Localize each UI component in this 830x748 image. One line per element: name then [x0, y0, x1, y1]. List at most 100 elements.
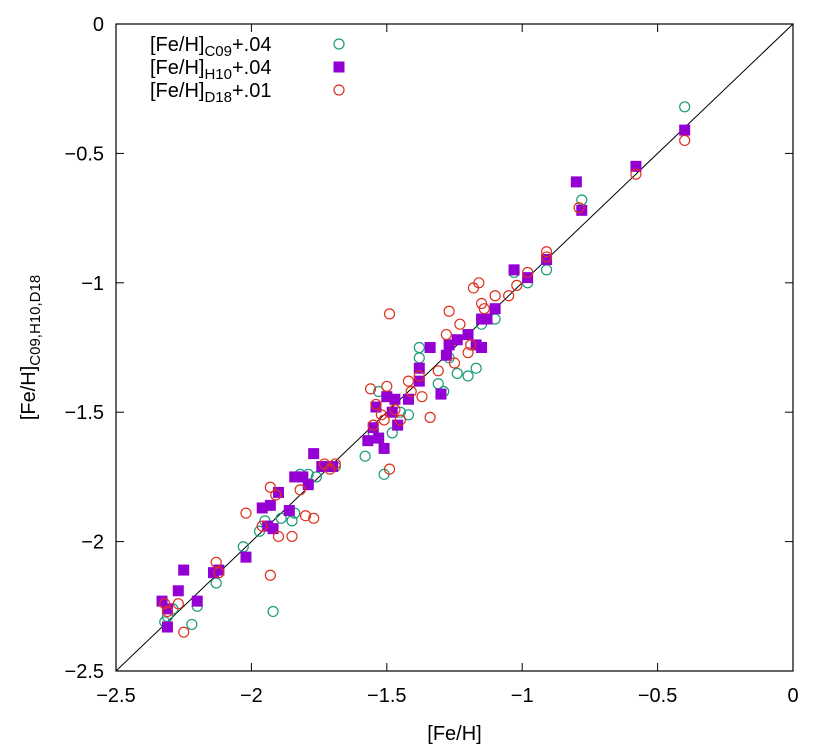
y-axis-label-base: [Fe/H]	[18, 366, 40, 420]
data-point	[186, 618, 198, 631]
data-points	[156, 101, 691, 638]
data-point	[465, 339, 477, 351]
data-point	[308, 448, 320, 460]
data-point	[213, 564, 225, 576]
data-point	[240, 551, 252, 563]
data-point	[570, 176, 582, 188]
data-point	[440, 349, 452, 361]
data-point	[359, 450, 371, 462]
data-point	[679, 124, 691, 136]
data-point	[383, 308, 396, 320]
x-tick-label: −1.5	[367, 685, 406, 707]
data-point	[370, 401, 382, 413]
data-point	[503, 290, 515, 302]
data-point	[413, 352, 425, 364]
data-point	[679, 134, 691, 147]
legend-label-subscript: H10	[204, 66, 232, 83]
data-point	[367, 422, 379, 434]
data-point	[362, 435, 374, 447]
data-point	[576, 204, 588, 216]
data-point	[375, 409, 387, 421]
legend-label-subscript: D18	[204, 89, 232, 106]
data-point	[443, 305, 455, 317]
data-point	[478, 303, 490, 315]
data-point	[454, 318, 466, 330]
y-tick-label: −2	[81, 532, 104, 554]
data-point	[424, 342, 436, 353]
data-point	[540, 264, 553, 276]
data-point	[213, 567, 225, 579]
legend-entry-c09: [Fe/H]C09+.04	[150, 34, 345, 60]
data-point	[378, 414, 390, 426]
legend-label-base: [Fe/H]	[150, 57, 204, 79]
data-point	[264, 481, 276, 493]
data-point	[462, 329, 474, 341]
legend-label-suffix: +.01	[232, 80, 271, 102]
data-point	[402, 375, 415, 387]
data-point	[272, 486, 284, 498]
data-point	[489, 303, 501, 315]
data-point	[405, 385, 417, 398]
legend-label: [Fe/H]H10+.04	[150, 57, 271, 83]
legend-marker	[333, 61, 345, 73]
data-point	[299, 510, 312, 522]
x-tick-label: −2.5	[96, 685, 135, 707]
data-point	[172, 598, 184, 610]
data-point	[294, 484, 306, 496]
legend-label: [Fe/H]D18+.01	[150, 80, 271, 106]
x-tick-label: −1	[511, 685, 534, 707]
data-point	[256, 520, 268, 532]
data-point	[316, 461, 328, 473]
legend-label-subscript: C09	[204, 43, 232, 60]
x-axis-label: [Fe/H]	[427, 723, 481, 745]
data-point	[210, 556, 222, 568]
legend: [Fe/H]C09+.04[Fe/H]H10+.04[Fe/H]D18+.01	[150, 34, 345, 106]
series-d18	[159, 134, 691, 638]
data-point	[462, 347, 474, 359]
data-point	[540, 246, 553, 258]
data-point	[283, 505, 295, 517]
data-point	[367, 419, 379, 431]
data-point	[413, 370, 425, 382]
legend-entry-d18: [Fe/H]D18+.01	[150, 80, 345, 106]
y-tick-label: −1.5	[65, 402, 104, 424]
data-point	[508, 264, 520, 276]
data-point	[272, 530, 285, 543]
data-point	[267, 605, 279, 618]
data-point	[386, 406, 398, 418]
data-point	[462, 370, 474, 382]
legend-marker	[333, 38, 345, 50]
data-point	[451, 367, 463, 379]
data-point	[237, 541, 249, 553]
data-point	[327, 461, 339, 473]
data-point	[511, 279, 523, 291]
data-point	[416, 391, 428, 403]
data-point	[270, 489, 282, 501]
data-point	[389, 393, 401, 405]
y-axis-label: [Fe/H]C09,H10,D18	[18, 275, 44, 420]
data-point	[178, 564, 190, 576]
data-point	[264, 569, 276, 581]
data-point	[451, 334, 463, 346]
data-point	[264, 499, 276, 511]
data-point	[413, 362, 425, 374]
data-point	[178, 626, 190, 638]
data-point	[489, 290, 501, 302]
data-point	[161, 605, 174, 618]
y-tick-label: −0.5	[65, 143, 104, 165]
data-point	[161, 621, 173, 633]
legend-label-suffix: +.04	[232, 57, 271, 79]
data-point	[389, 404, 401, 416]
data-point	[364, 383, 377, 395]
data-point	[191, 595, 203, 607]
data-point	[172, 585, 184, 597]
data-point	[394, 414, 406, 426]
data-point	[373, 432, 385, 444]
data-point	[302, 479, 314, 491]
plot-frame	[115, 23, 794, 672]
data-point	[402, 409, 415, 421]
y-tick-label: −1	[81, 273, 104, 295]
data-point	[440, 328, 452, 341]
legend-label-base: [Fe/H]	[150, 80, 204, 102]
